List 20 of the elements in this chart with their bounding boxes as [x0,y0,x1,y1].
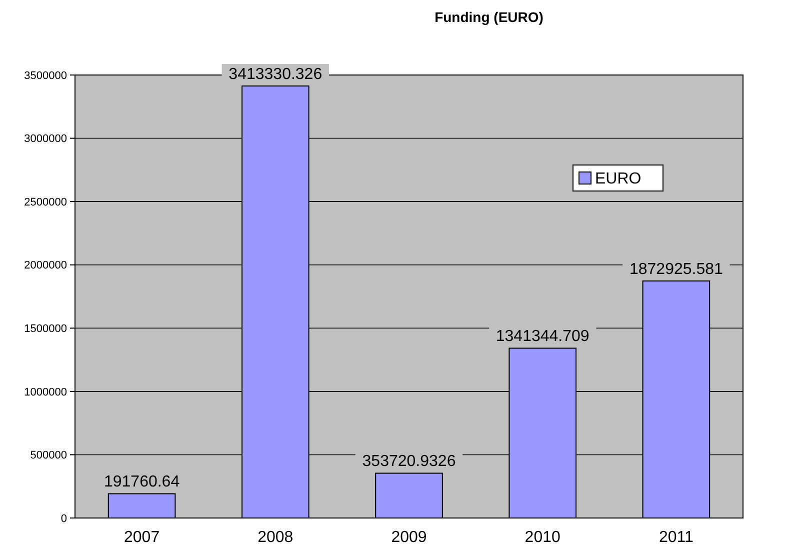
y-tick-label: 1000000 [24,386,67,398]
x-tick-label: 2009 [391,529,427,546]
x-tick-label: 2011 [658,529,694,546]
y-tick-label: 3000000 [24,133,67,146]
y-tick-label: 2500000 [24,196,67,208]
x-tick-label: 2010 [524,529,560,546]
y-tick-label: 1500000 [24,322,67,335]
data-label: 353720.9326 [362,453,456,470]
x-tick-label: 2008 [258,529,294,546]
chart-title: Funding (EURO) [434,9,544,25]
legend-label: EURO [595,170,642,188]
y-tick-label: 0 [60,512,67,525]
data-label: 1341344.709 [496,328,590,346]
data-label: 3413330.326 [228,66,322,83]
y-tick-label: 3500000 [24,70,67,82]
data-label: 1872925.581 [629,260,724,278]
y-tick-label: 2000000 [24,260,67,272]
y-tick-label: 500000 [30,450,67,462]
x-tick-label: 2007 [124,529,160,546]
data-label: 191760.64 [104,474,180,491]
